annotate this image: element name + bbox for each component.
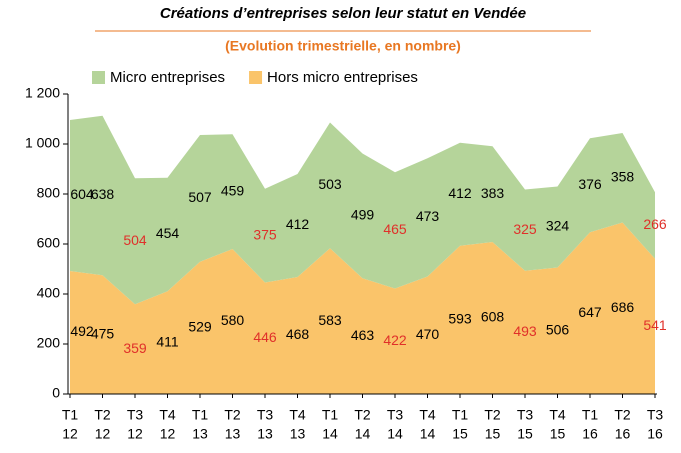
- x-tick-label: T2: [224, 407, 241, 423]
- y-tick-label: 200: [37, 335, 61, 351]
- data-label: 375: [253, 226, 277, 242]
- chart-subtitle: (Evolution trimestrielle, en nombre): [225, 38, 461, 54]
- data-label: 359: [123, 340, 147, 356]
- data-label: 266: [643, 216, 667, 232]
- data-label: 325: [513, 221, 537, 237]
- x-tick-label: T3: [387, 407, 404, 423]
- x-tick-label: 13: [290, 426, 306, 442]
- x-tick-label: 14: [420, 426, 436, 442]
- x-tick-label: T4: [289, 407, 306, 423]
- x-tick-label: T2: [354, 407, 371, 423]
- x-tick-label: 13: [225, 426, 241, 442]
- data-label: 580: [221, 312, 245, 328]
- data-label: 529: [188, 319, 212, 335]
- x-tick-label: 13: [192, 426, 208, 442]
- data-label: 475: [91, 325, 115, 341]
- legend-label: Hors micro entreprises: [267, 69, 418, 86]
- x-tick-label: T1: [192, 407, 209, 423]
- data-label: 446: [253, 329, 277, 345]
- x-tick-label: 15: [485, 426, 501, 442]
- x-tick-label: 15: [452, 426, 468, 442]
- x-tick-label: T2: [94, 407, 111, 423]
- x-tick-label: 16: [582, 426, 598, 442]
- data-label: 504: [123, 232, 147, 248]
- y-tick-label: 1 000: [25, 135, 60, 151]
- data-label: 686: [611, 299, 635, 315]
- area: [70, 115, 655, 305]
- x-tick-label: T1: [452, 407, 469, 423]
- x-tick-label: 12: [95, 426, 111, 442]
- data-label: 593: [448, 311, 472, 327]
- y-tick-label: 600: [37, 235, 61, 251]
- data-label: 499: [351, 207, 375, 223]
- y-tick-label: 0: [52, 385, 60, 401]
- x-tick-label: T1: [322, 407, 339, 423]
- data-label: 465: [383, 221, 407, 237]
- data-label: 507: [188, 189, 212, 205]
- data-label: 412: [286, 216, 310, 232]
- x-tick-label: 15: [550, 426, 566, 442]
- data-label: 422: [383, 332, 407, 348]
- y-tick-label: 1 200: [25, 85, 60, 101]
- x-tick-label: T3: [517, 407, 534, 423]
- data-label: 383: [481, 185, 505, 201]
- x-tick-label: T3: [127, 407, 144, 423]
- data-label: 454: [156, 225, 180, 241]
- data-label: 647: [578, 304, 602, 320]
- y-tick-label: 400: [37, 285, 61, 301]
- data-label: 583: [318, 312, 342, 328]
- x-tick-label: 14: [322, 426, 338, 442]
- data-label: 493: [513, 323, 537, 339]
- x-tick-label: T4: [159, 407, 176, 423]
- x-tick-label: 12: [62, 426, 78, 442]
- x-tick-label: 13: [257, 426, 273, 442]
- data-label: 638: [91, 186, 115, 202]
- x-tick-label: 16: [615, 426, 631, 442]
- x-tick-label: T1: [582, 407, 599, 423]
- x-tick-label: T2: [484, 407, 501, 423]
- data-label: 604: [70, 186, 94, 202]
- y-tick-label: 800: [37, 185, 61, 201]
- data-label: 473: [416, 208, 440, 224]
- x-tick-label: T1: [62, 407, 79, 423]
- data-label: 459: [221, 182, 245, 198]
- x-tick-label: 12: [127, 426, 143, 442]
- data-label: 468: [286, 326, 310, 342]
- chart-title: Créations d’entreprises selon leur statu…: [160, 5, 526, 22]
- data-label: 376: [578, 176, 602, 192]
- data-label: 470: [416, 326, 440, 342]
- x-tick-label: 14: [387, 426, 403, 442]
- x-tick-label: T2: [614, 407, 631, 423]
- data-label: 463: [351, 327, 375, 343]
- x-tick-label: T4: [549, 407, 566, 423]
- x-tick-label: 15: [517, 426, 533, 442]
- data-label: 411: [156, 333, 179, 349]
- data-label: 503: [318, 176, 342, 192]
- x-tick-label: T3: [647, 407, 664, 423]
- area: [70, 222, 655, 394]
- data-label: 608: [481, 309, 505, 325]
- legend-swatch: [92, 71, 105, 84]
- x-tick-label: T4: [419, 407, 436, 423]
- data-label: 506: [546, 321, 570, 337]
- data-label: 541: [643, 317, 667, 333]
- data-label: 412: [448, 185, 472, 201]
- x-tick-label: 16: [647, 426, 663, 442]
- data-label: 324: [546, 218, 570, 234]
- x-tick-label: T3: [257, 407, 274, 423]
- x-tick-label: 14: [355, 426, 371, 442]
- legend-swatch: [249, 71, 263, 84]
- x-tick-label: 12: [160, 426, 176, 442]
- data-label: 492: [70, 323, 94, 339]
- data-label: 358: [611, 168, 635, 184]
- legend-label: Micro entreprises: [110, 69, 225, 86]
